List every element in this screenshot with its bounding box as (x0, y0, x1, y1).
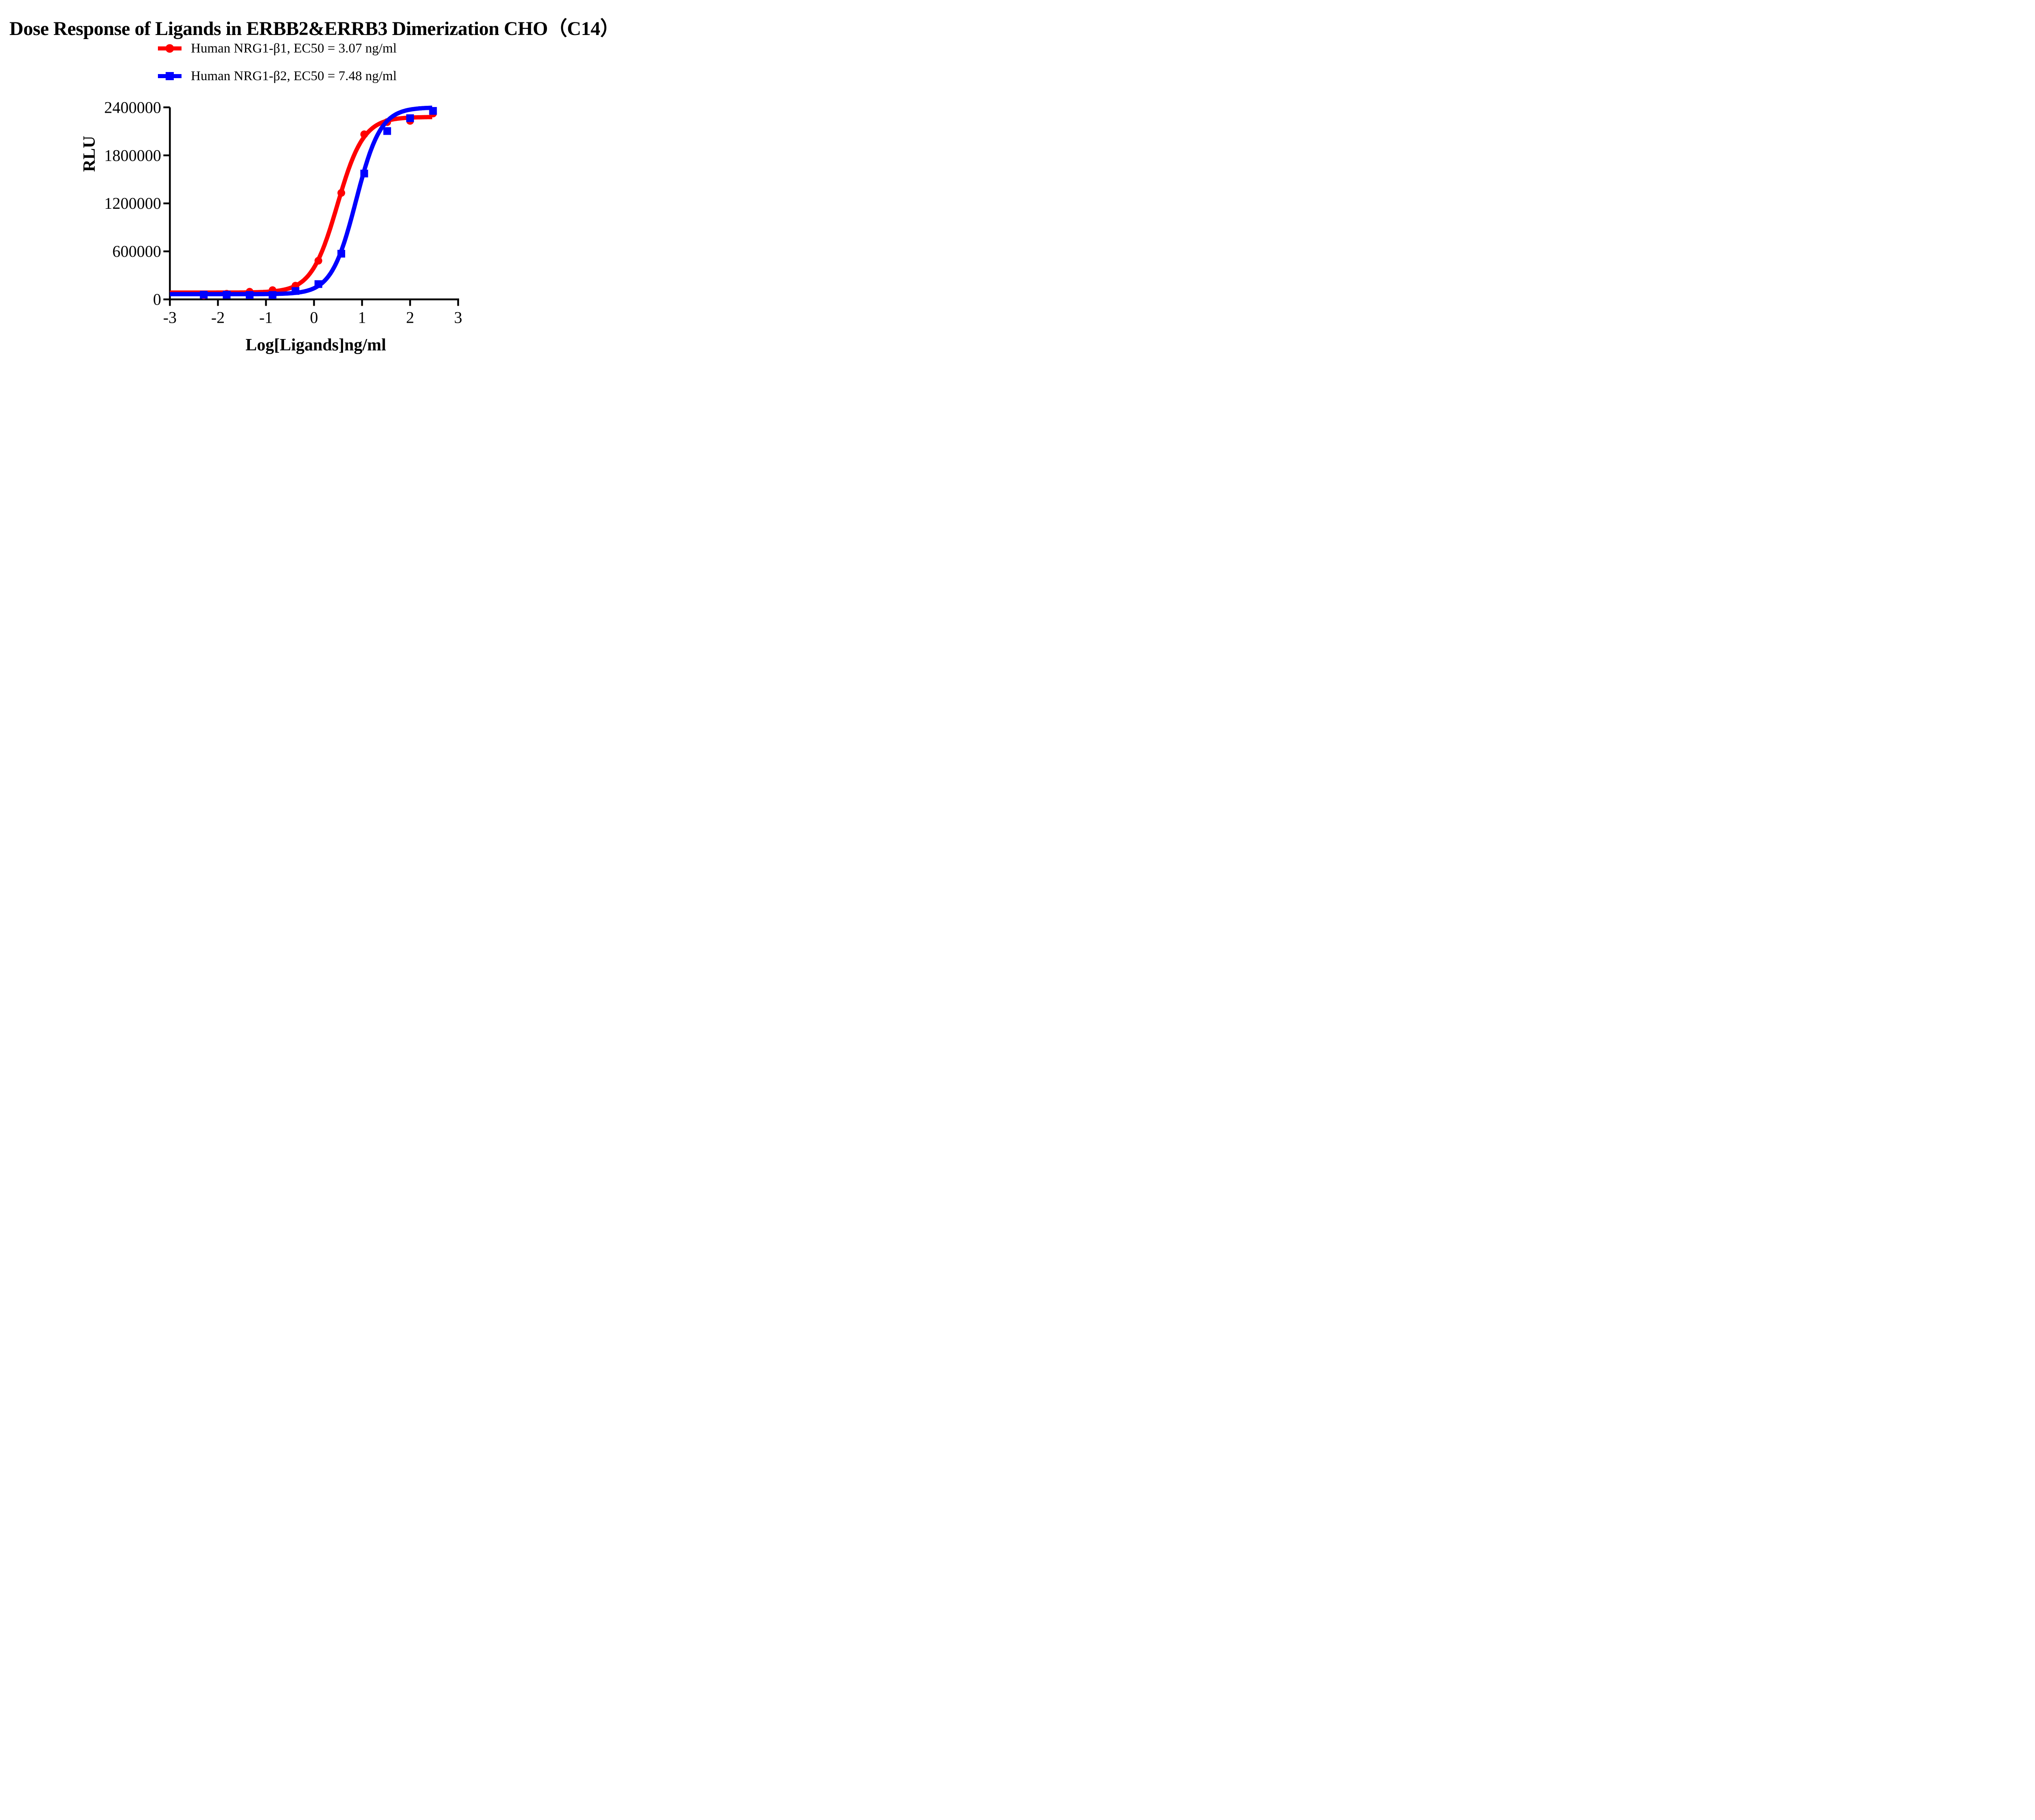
marker-square (223, 291, 231, 299)
dose-response-chart: -3 -2 -1 0 1 2 3 0 600000 1200000 1800000 2400000 Lo… (80, 98, 462, 354)
x-tick-label: -3 (163, 308, 177, 327)
series-human-nrg1-b2 (170, 105, 437, 299)
legend-label: Human NRG1-β1, EC50 = 3.07 ng/ml (191, 41, 397, 56)
marker-square (314, 280, 322, 288)
y-tick-label: 1200000 (104, 194, 161, 212)
marker-circle (314, 257, 322, 265)
y-tick-labels: 0 600000 1200000 1800000 2400000 (104, 98, 161, 308)
x-ticks (169, 299, 459, 306)
legend-square-marker-icon (158, 72, 182, 80)
x-tick-label: 1 (358, 308, 366, 327)
x-tick-labels: -3 -2 -1 0 1 2 3 (163, 308, 462, 327)
y-axis-title: RLU (80, 136, 99, 172)
x-tick-label: -1 (259, 308, 273, 327)
fit-curve (170, 105, 433, 297)
marker-square (383, 127, 391, 135)
data-point-markers (200, 107, 437, 299)
marker-square (200, 291, 208, 299)
data-point-markers (200, 109, 437, 300)
marker-square (337, 249, 346, 258)
legend: Human NRG1-β1, EC50 = 3.07 ng/ml Human NR… (158, 37, 397, 93)
legend-circle-marker-icon (158, 44, 182, 53)
marker-square (291, 287, 300, 295)
series-human-nrg1-b1 (170, 109, 437, 300)
chart-title: Dose Response of Ligands in ERBB2&ERRB3 … (9, 18, 619, 39)
marker-square (429, 107, 437, 115)
x-tick-label: 2 (406, 308, 414, 327)
x-tick-label: 0 (310, 308, 318, 327)
x-tick-label: 3 (454, 308, 462, 327)
marker-circle (337, 189, 346, 197)
y-tick-label: 2400000 (104, 98, 161, 116)
y-tick-label: 0 (153, 290, 161, 308)
y-tick-label: 1800000 (104, 146, 161, 164)
marker-circle (360, 130, 368, 138)
x-tick-label: -2 (211, 308, 225, 327)
legend-label: Human NRG1-β2, EC50 = 7.48 ng/ml (191, 68, 397, 83)
marker-square (269, 291, 277, 299)
x-axis-title: Log[Ligands]ng/ml (245, 336, 386, 354)
marker-square (406, 114, 414, 122)
legend-item-1: Human NRG1-β1, EC50 = 3.07 ng/ml (158, 37, 397, 59)
marker-square (245, 291, 254, 299)
y-ticks (163, 106, 170, 300)
y-tick-label: 600000 (112, 242, 161, 260)
legend-item-2: Human NRG1-β2, EC50 = 7.48 ng/ml (158, 65, 397, 87)
fit-curve (170, 115, 432, 295)
marker-square (360, 169, 368, 177)
